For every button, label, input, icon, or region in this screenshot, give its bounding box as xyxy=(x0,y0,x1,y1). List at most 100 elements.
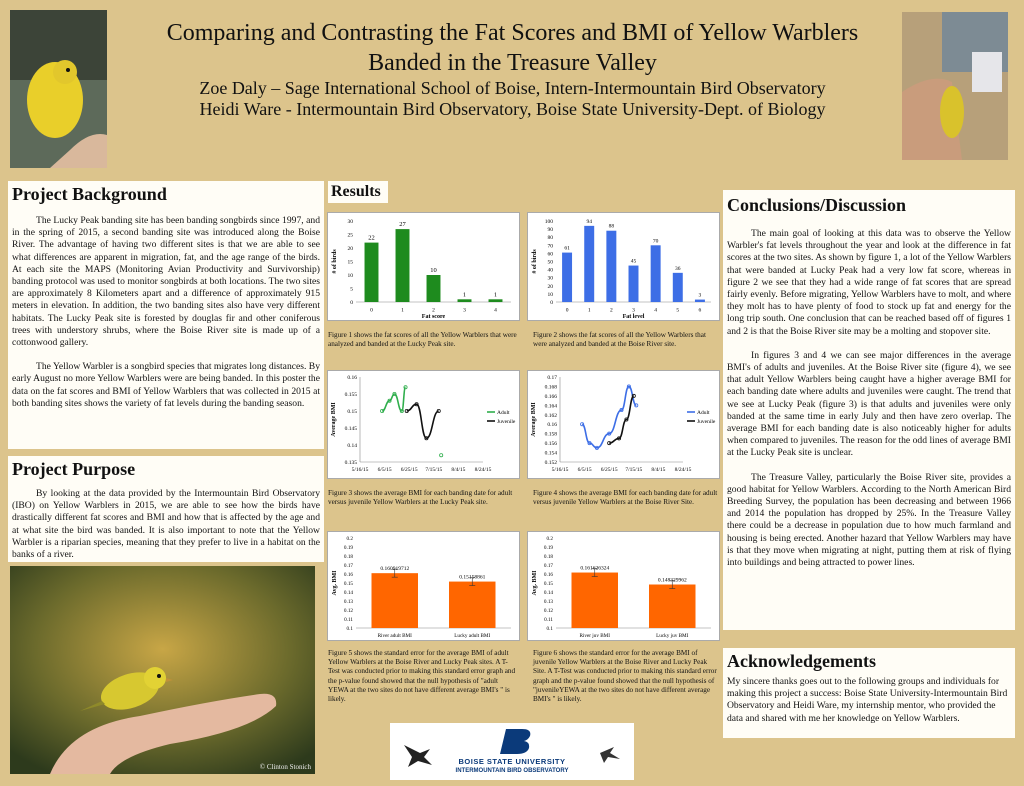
data-label: 10 xyxy=(430,267,437,274)
results-heading-box: Results xyxy=(328,181,388,203)
y-tick-label: 0.15 xyxy=(347,409,357,415)
y-axis-label: Avg. BMI xyxy=(532,570,538,596)
y-tick-label: 90 xyxy=(548,227,554,233)
project-background-paragraph-1: The Lucky Peak banding site has been ban… xyxy=(12,215,320,349)
data-label: 27 xyxy=(399,221,406,228)
x-tick-label: 4 xyxy=(494,308,497,314)
x-tick-label: 1 xyxy=(588,308,591,314)
y-tick-label: 10 xyxy=(348,273,354,279)
data-label: 70 xyxy=(653,238,659,244)
conclusions-panel: Conclusions/Discussion The main goal of … xyxy=(723,190,1015,630)
project-background-panel: Project Background The Lucky Peak bandin… xyxy=(8,181,324,449)
data-point xyxy=(424,436,429,441)
acknowledgements-heading: Acknowledgements xyxy=(727,651,876,671)
y-tick-label: 0.16 xyxy=(347,375,357,381)
series-line xyxy=(609,395,635,444)
y-tick-label: 0.1 xyxy=(547,626,554,632)
y-tick-label: 0.1 xyxy=(347,626,354,632)
x-tick-label: 7/15/15 xyxy=(625,467,642,473)
figure-1-chart: 0 5 10 15 20 25 30 0 22 1 27 2 10 3 1 4 1 Fat score # of b… xyxy=(332,219,511,320)
bar xyxy=(488,299,503,302)
data-point xyxy=(634,403,639,408)
conclusions-paragraph-1: The main goal of looking at this data wa… xyxy=(727,228,1011,337)
bar xyxy=(649,584,696,628)
y-tick-label: 0.14 xyxy=(347,443,357,449)
bar xyxy=(457,299,472,302)
data-point xyxy=(607,431,612,436)
x-tick-label: 0 xyxy=(370,308,373,314)
figure-5-caption: Figure 5 shows the standard error for th… xyxy=(328,649,516,704)
data-point xyxy=(399,409,404,414)
legend-label: Adult xyxy=(497,410,510,416)
y-tick-label: 40 xyxy=(548,268,554,274)
x-tick-label: 6 xyxy=(699,308,702,314)
conclusions-heading: Conclusions/Discussion xyxy=(727,195,907,215)
figure-2-caption: Figure 2 shows the fat scores of all the… xyxy=(533,331,706,349)
data-point xyxy=(607,441,612,446)
x-tick-label: 0 xyxy=(566,308,569,314)
data-point xyxy=(436,409,441,414)
data-point xyxy=(380,409,385,414)
figure-4-chart: 0.152 0.154 0.156 0.158 0.16 0.162 0.164 0.166 0… xyxy=(531,375,716,473)
y-tick-label: 0.16 xyxy=(547,422,557,428)
y-tick-label: 0.155 xyxy=(345,392,358,398)
bar xyxy=(395,229,410,302)
poster-title: Comparing and Contrasting the Fat Scores… xyxy=(115,18,910,120)
y-tick-label: 20 xyxy=(348,246,354,252)
y-tick-label: 0.15 xyxy=(344,581,353,587)
bar xyxy=(694,299,705,302)
raptor-icon xyxy=(404,745,432,767)
x-tick-label: 4 xyxy=(654,308,657,314)
y-axis-label: Average BMI xyxy=(531,402,537,437)
x-tick-label: Lucky adult BMI xyxy=(454,633,490,639)
y-tick-label: 0.156 xyxy=(545,441,558,447)
bar xyxy=(672,272,683,302)
x-tick-label: River juv BMI xyxy=(579,633,610,639)
x-tick-label: 6/25/15 xyxy=(601,467,618,473)
bsu-b-logo-icon xyxy=(500,729,531,754)
data-point xyxy=(617,436,622,441)
data-point xyxy=(387,398,392,403)
series-line xyxy=(381,386,407,412)
y-tick-label: 60 xyxy=(548,251,554,257)
y-tick-label: 5 xyxy=(350,287,353,293)
x-tick-label: 2 xyxy=(432,308,435,314)
x-tick-label: 1 xyxy=(401,308,404,314)
figure-1-caption: Figure 1 shows the fat scores of all the… xyxy=(328,331,517,349)
title-line-1: Comparing and Contrasting the Fat Scores… xyxy=(166,20,859,46)
figure-4-caption: Figure 4 shows the average BMI for each … xyxy=(533,489,718,507)
legend-label: Adult xyxy=(697,410,710,416)
y-tick-label: 0.12 xyxy=(344,608,353,614)
acknowledgements-paragraph: My sincere thanks goes out to the follow… xyxy=(727,676,1008,724)
data-label: 1 xyxy=(494,291,497,298)
figure-6-caption: Figure 6 shows the standard error for th… xyxy=(533,649,717,704)
bar xyxy=(571,572,618,628)
x-tick-label: Lucky juv BMI xyxy=(656,633,689,639)
y-tick-label: 10 xyxy=(548,292,554,298)
y-tick-label: 0.145 xyxy=(345,426,358,432)
figure-5-panel: 0.1 0.11 0.12 0.13 0.14 0.15 0.16 0.17 0.18 0.19 0… xyxy=(327,531,520,641)
y-tick-label: 30 xyxy=(348,219,354,225)
x-axis-label: Fat score xyxy=(422,314,446,320)
yellow-warbler-photo-left xyxy=(10,10,107,168)
data-point xyxy=(594,445,599,450)
x-tick-label: 6/5/15 xyxy=(578,467,592,473)
figure-6-panel: 0.1 0.11 0.12 0.13 0.14 0.15 0.16 0.17 0.18 0.19 0… xyxy=(527,531,720,641)
y-tick-label: 15 xyxy=(348,260,354,266)
figure-2-panel: 0 10 20 30 40 50 60 70 80 90 100 0 61 1 94 2 88 3 45 4 70 5 36… xyxy=(527,212,720,321)
data-point xyxy=(439,453,444,458)
author-line-2: Heidi Ware - Intermountain Bird Observat… xyxy=(199,99,826,119)
project-purpose-paragraph: By looking at the data provided by the I… xyxy=(12,488,320,561)
y-tick-label: 0.164 xyxy=(545,403,558,409)
x-tick-label: 8/24/15 xyxy=(675,467,692,473)
ibo-logo-panel: BOISE STATE UNIVERSITY INTERMOUNTAIN BIR… xyxy=(390,723,634,780)
y-tick-label: 0.158 xyxy=(545,432,558,438)
bar xyxy=(364,242,379,302)
figure-3-caption: Figure 3 shows the average BMI for each … xyxy=(328,489,513,507)
y-tick-label: 0.2 xyxy=(547,536,554,542)
data-label: 94 xyxy=(586,219,592,225)
series-line xyxy=(406,403,440,440)
y-tick-label: 0.15 xyxy=(544,581,553,587)
results-heading: Results xyxy=(331,183,381,200)
y-tick-label: 0.14 xyxy=(544,590,553,596)
